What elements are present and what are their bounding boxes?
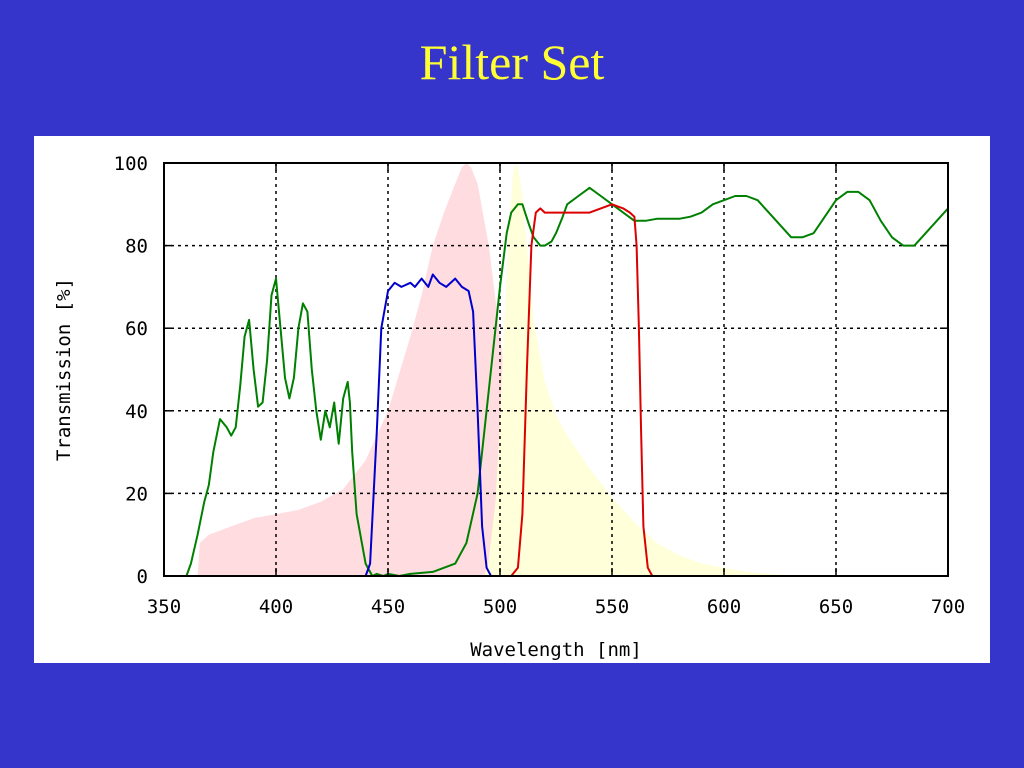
transmission-chart: 350 400 450 500 550 600 650 700 0 20 40 60 80 100 Wav…: [53, 153, 965, 661]
x-tick-label: 500: [483, 596, 517, 618]
x-tick-label: 700: [931, 596, 965, 618]
y-tick-label: 0: [137, 566, 148, 588]
spectrum-line-4: [164, 203, 948, 577]
slide-title: Filter Set: [419, 34, 605, 90]
spectrum-line-3: [164, 273, 948, 577]
y-axis-label: Transmission [%]: [53, 278, 75, 461]
chart-panel: 350 400 450 500 550 600 650 700 0 20 40 60 80 100 Wav…: [34, 136, 990, 663]
x-axis-label: Wavelength [nm]: [470, 639, 642, 661]
axis-ticks: [163, 162, 949, 577]
grid-lines: [164, 163, 948, 576]
y-tick-label: 40: [125, 401, 148, 423]
y-tick-label: 100: [114, 153, 148, 175]
y-tick-label: 80: [125, 236, 148, 258]
x-tick-label: 600: [707, 596, 741, 618]
plot-frame: [163, 162, 949, 577]
spectrum-area-1: [484, 163, 814, 576]
spectrum-areas: [197, 163, 814, 576]
x-tick-label: 550: [595, 596, 629, 618]
spectrum-line-2: [164, 186, 949, 577]
x-tick-label: 450: [371, 596, 405, 618]
y-tick-label: 20: [125, 483, 148, 505]
spectrum-area-0: [197, 163, 579, 576]
x-tick-label: 350: [147, 596, 181, 618]
tick-labels: 350 400 450 500 550 600 650 700 0 20 40 60 80 100: [114, 153, 965, 618]
spectrum-lines: [164, 186, 949, 577]
y-tick-label: 60: [125, 318, 148, 340]
x-tick-label: 400: [259, 596, 293, 618]
x-tick-label: 650: [819, 596, 853, 618]
